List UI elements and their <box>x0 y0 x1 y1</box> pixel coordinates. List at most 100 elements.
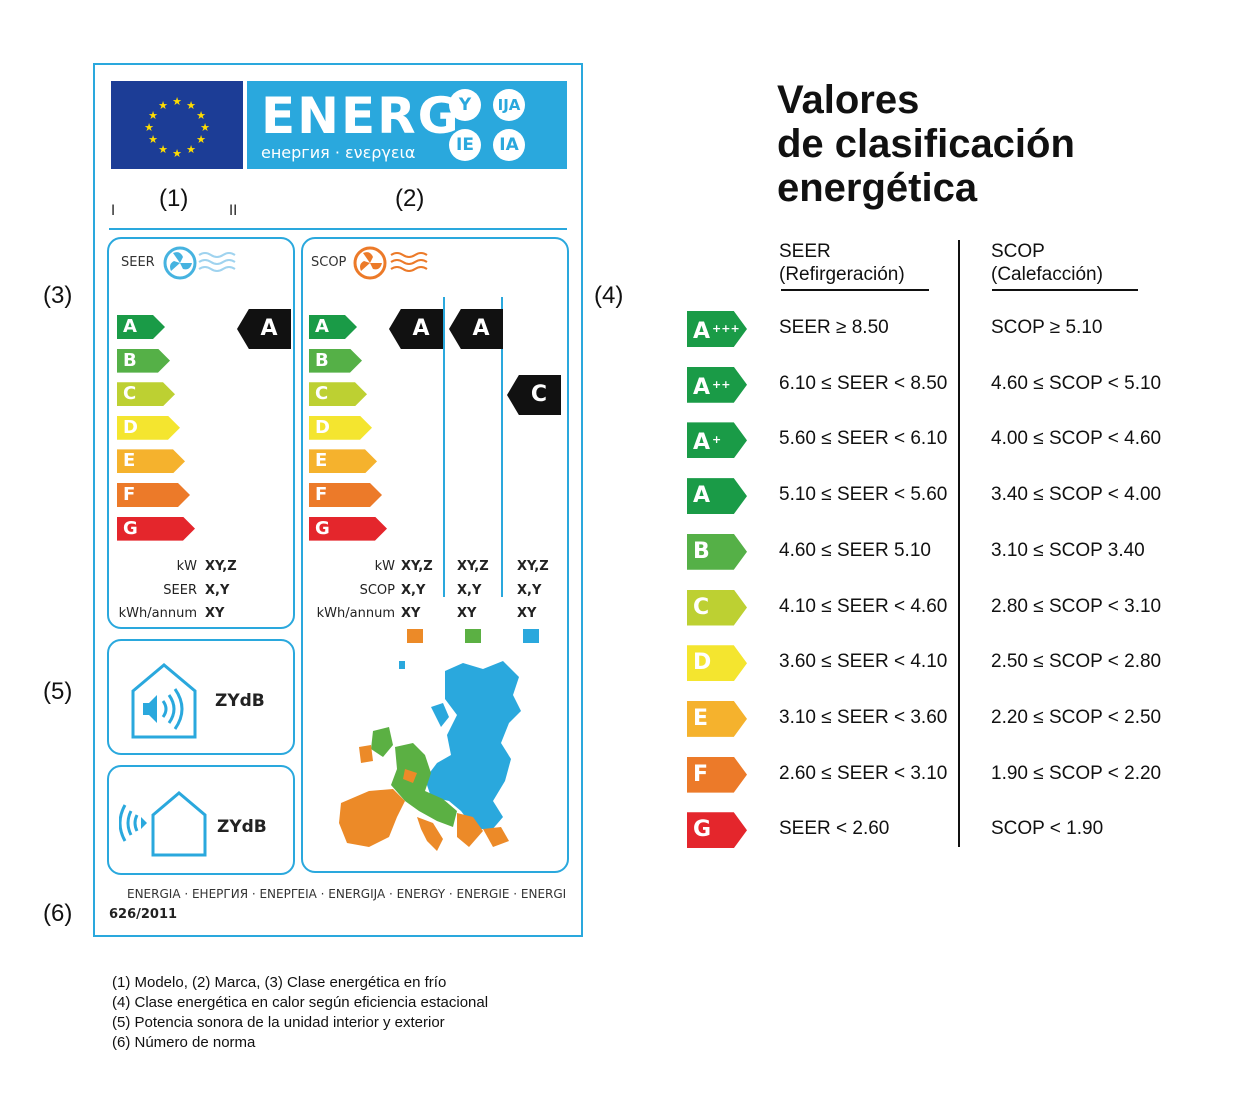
seer-row-label-seer: SEER <box>163 583 197 598</box>
scop-range: 4.00 ≤ SCOP < 4.60 <box>991 428 1162 450</box>
scop-scale-bar-e: E <box>309 449 377 474</box>
seer-range: 5.10 ≤ SEER < 5.60 <box>779 484 948 506</box>
scop-c3-kwh: XY <box>517 606 537 621</box>
scop-range: 2.80 ≤ SCOP < 3.10 <box>991 595 1162 617</box>
scop-range: 2.20 ≤ SCOP < 2.50 <box>991 706 1162 728</box>
class-arrow: A ++ <box>687 366 747 403</box>
scop-scale-bar-f: F <box>309 483 382 507</box>
scop-scale-bar-b: B <box>309 348 362 373</box>
seer-value-kw: XY,Z <box>205 559 237 574</box>
class-letter: A <box>693 483 711 509</box>
table-row: F 2.60 ≤ SEER < 3.10 1.90 ≤ SCOP < 2.20 <box>687 756 1161 793</box>
class-letter: F <box>693 761 709 787</box>
seer-scale-bar-g: G <box>117 516 195 541</box>
table-row: A ++ 6.10 ≤ SEER < 8.50 4.60 ≤ SCOP < 5.10 <box>687 366 1161 403</box>
table-row: A +++ SEER ≥ 8.50 SCOP ≥ 5.10 <box>687 311 1102 347</box>
callout-6: (6) <box>43 900 73 927</box>
seer-range: SEER ≥ 8.50 <box>779 317 889 338</box>
energ-banner: ENERG енергия · ενεργεια Y IJA IE IA <box>247 81 567 169</box>
outdoor-sound-panel: ZYdB <box>107 765 295 875</box>
seer-scale-bar-e: E <box>117 449 185 474</box>
class-arrow: C <box>687 589 747 626</box>
footer-languages: ENERGIA · ЕНЕРГИЯ · ΕΝΕΡΓΕΙΑ · ENERGIJA … <box>127 887 567 901</box>
class-letter: G <box>693 817 712 843</box>
indoor-sound-level: ZYdB <box>215 691 265 711</box>
outdoor-sound-level: ZYdB <box>217 817 267 837</box>
seer-scale-bar-c: C <box>117 382 175 407</box>
callout-1: (1) <box>159 185 189 212</box>
table-row: C 4.10 ≤ SEER < 4.60 2.80 ≤ SCOP < 3.10 <box>687 589 1161 626</box>
legend-line-2: (4) Clase energética en calor según efic… <box>112 994 489 1011</box>
eu-flag-icon: ★ ★ ★ ★ ★ ★ ★ ★ ★ ★ ★ ★ <box>111 81 243 169</box>
svg-text:★: ★ <box>148 133 158 146</box>
class-letter: C <box>693 594 710 620</box>
scop-range: 2.50 ≤ SCOP < 2.80 <box>991 651 1162 673</box>
class-arrow: A + <box>687 422 747 459</box>
scop-row-label-kw: kW <box>374 559 395 574</box>
scop-range: 3.10 ≤ SCOP 3.40 <box>991 539 1145 561</box>
scop-class-tag-3: C <box>507 375 561 415</box>
table-row: B 4.60 ≤ SEER 5.10 3.10 ≤ SCOP 3.40 <box>687 533 1145 570</box>
seer-range: 4.60 ≤ SEER 5.10 <box>779 539 931 561</box>
scop-c3-scop: X,Y <box>517 583 542 598</box>
seer-scale-bar-b: B <box>117 348 170 373</box>
scop-range: 3.40 ≤ SCOP < 4.00 <box>991 484 1162 506</box>
class-arrow: F <box>687 756 747 793</box>
roman-2: II <box>229 203 238 219</box>
class-arrow: A <box>687 478 747 515</box>
class-arrow: A +++ <box>687 311 747 347</box>
class-plus: ++ <box>712 377 731 391</box>
callout-2: (2) <box>395 185 425 212</box>
seer-value-seer: X,Y <box>205 583 230 598</box>
class-arrow: D <box>687 645 747 682</box>
seer-range: 4.10 ≤ SEER < 4.60 <box>779 595 948 617</box>
svg-text:★: ★ <box>158 99 168 112</box>
class-letter: A <box>693 374 711 400</box>
scop-class-tag-2: A <box>449 309 503 349</box>
climate-zone-swatch-warm <box>407 629 423 643</box>
indoor-sound-panel: ZYdB <box>107 639 295 755</box>
svg-text:★: ★ <box>196 133 206 146</box>
class-arrow: B <box>687 533 747 570</box>
class-letter: A <box>693 430 711 456</box>
scop-scale-bar-a: A <box>309 315 357 339</box>
scop-scale-bar-c: C <box>309 382 367 407</box>
class-arrow: E <box>687 700 747 737</box>
table-row: A +5.60 ≤ SEER < 6.10 4.00 ≤ SCOP < 4.60 <box>687 422 1161 459</box>
table-heading: Valores de clasificación energética <box>777 78 1075 210</box>
climate-zone-swatch-average <box>465 629 481 643</box>
scop-c3-kw: XY,Z <box>517 559 549 574</box>
seer-header-underline <box>781 289 929 291</box>
scop-row-label-kwh: kWh/annum <box>316 606 395 621</box>
table-column-separator <box>958 240 960 847</box>
outdoor-speaker-icon <box>118 789 209 864</box>
svg-text:★: ★ <box>172 147 182 160</box>
svg-text:★: ★ <box>186 143 196 156</box>
scop-panel-title: SCOP <box>311 255 347 270</box>
lang-circle-ia: IA <box>493 129 525 161</box>
seer-range: 2.60 ≤ SEER < 3.10 <box>779 762 948 784</box>
scop-row-label-scop: SCOP <box>359 583 395 598</box>
scop-range: SCOP < 1.90 <box>991 818 1104 840</box>
table-row: A 5.10 ≤ SEER < 5.60 3.40 ≤ SCOP < 4.00 <box>687 478 1161 515</box>
scop-range: 1.90 ≤ SCOP < 2.20 <box>991 762 1162 784</box>
class-letter: B <box>693 538 710 564</box>
cooling-fan-icon <box>163 245 243 286</box>
energ-word: ENERG <box>261 87 461 145</box>
svg-text:★: ★ <box>172 95 182 108</box>
seer-row-label-kwh: kWh/annum <box>118 606 197 621</box>
regulation-number: 626/2011 <box>109 907 178 922</box>
seer-class-tag: A <box>237 309 291 349</box>
scop-c1-kwh: XY <box>401 606 421 621</box>
scop-scale-bar-g: G <box>309 516 387 541</box>
scop-c2-scop: X,Y <box>457 583 482 598</box>
class-letter: A <box>693 319 711 344</box>
heating-fan-icon <box>353 245 439 286</box>
scop-column-divider-2 <box>501 297 503 597</box>
table-row: D 3.60 ≤ SEER < 4.10 2.50 ≤ SCOP < 2.80 <box>687 645 1161 682</box>
svg-text:★: ★ <box>186 99 196 112</box>
scop-c2-kw: XY,Z <box>457 559 489 574</box>
seer-panel-title: SEER <box>121 255 155 270</box>
scop-column-divider-1 <box>443 297 445 597</box>
